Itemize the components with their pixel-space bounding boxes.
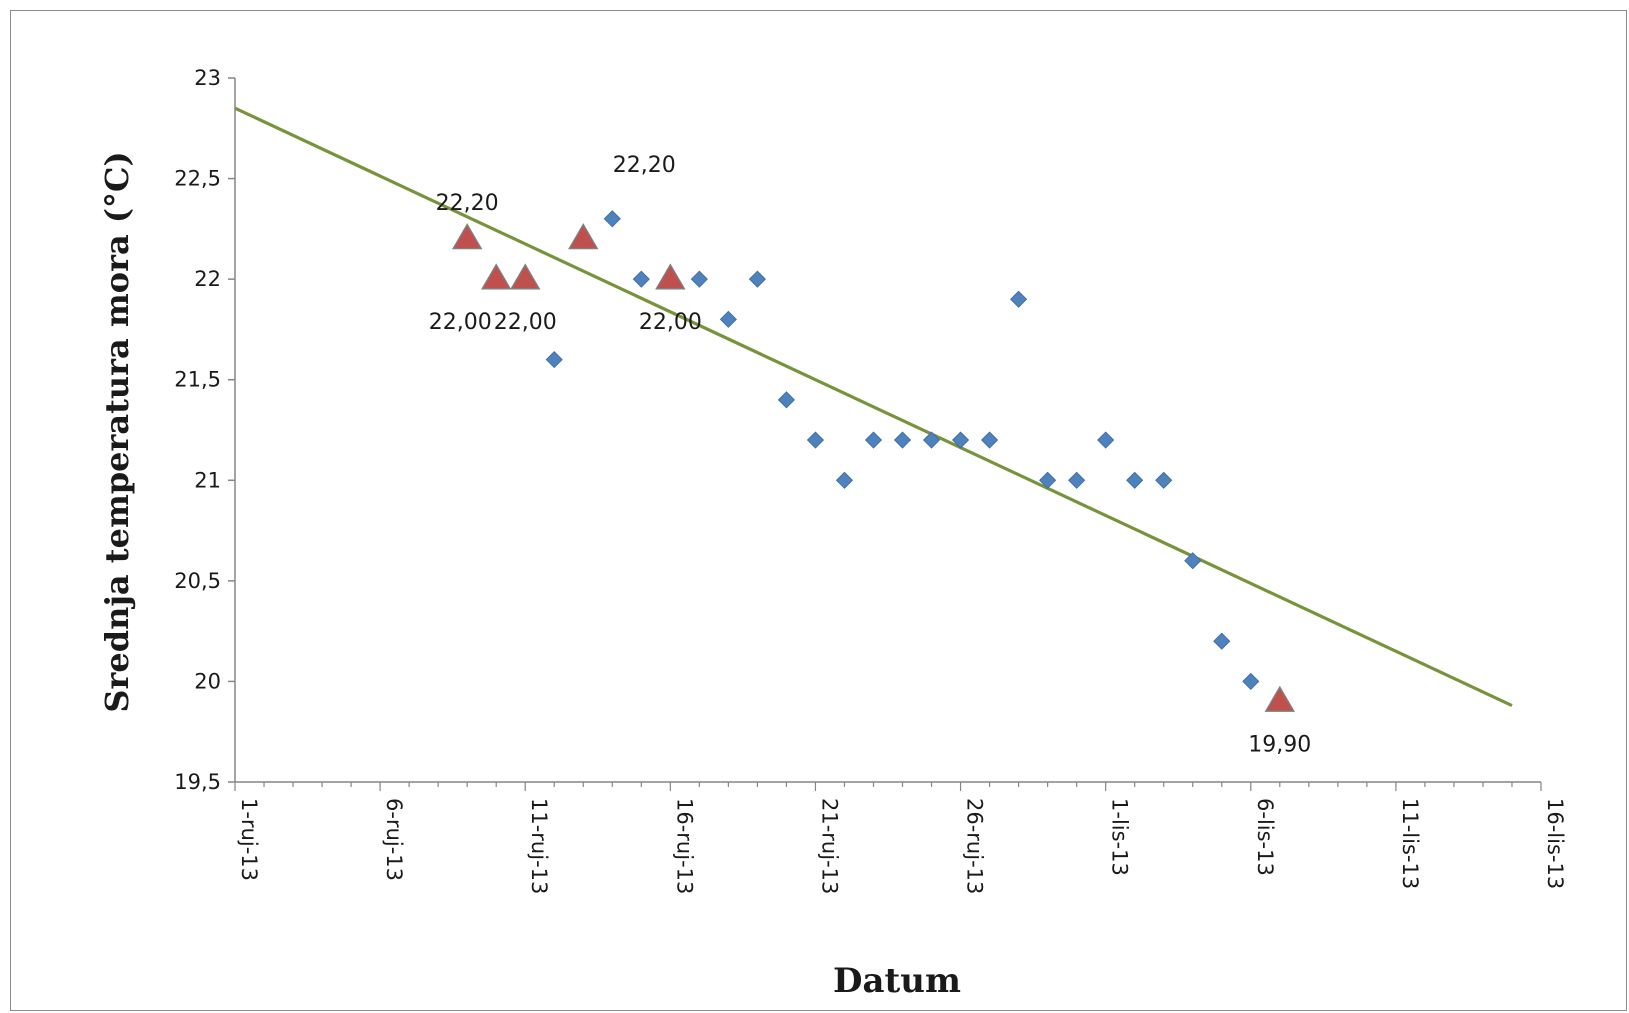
data-label: 22,00 xyxy=(494,310,557,335)
y-tick-label: 21 xyxy=(194,468,221,492)
y-tick-label: 20 xyxy=(194,669,221,693)
x-tick-label: 26-ruj-13 xyxy=(963,798,987,894)
triangle-point xyxy=(655,263,686,290)
y-tick-label: 21,5 xyxy=(174,368,221,392)
diamond-point xyxy=(1155,471,1173,489)
diamond-point xyxy=(981,431,999,449)
triangle-point xyxy=(568,223,599,250)
y-tick-label: 22 xyxy=(194,267,221,291)
x-tick-label: 16-lis-13 xyxy=(1543,798,1567,889)
diamond-point xyxy=(1097,431,1115,449)
diamond-point xyxy=(1010,290,1028,308)
diamond-point xyxy=(748,270,766,288)
diamond-point xyxy=(632,270,650,288)
x-tick-label: 1-lis-13 xyxy=(1108,798,1132,876)
diamond-point xyxy=(1068,471,1086,489)
data-label: 22,00 xyxy=(639,310,702,335)
points-layer xyxy=(451,210,1296,712)
x-tick-label: 11-ruj-13 xyxy=(527,798,551,894)
triangle-point xyxy=(1264,685,1296,712)
x-tick-label: 11-lis-13 xyxy=(1398,798,1422,889)
y-tick-label: 20,5 xyxy=(174,569,221,593)
diamond-point xyxy=(545,351,563,369)
data-label: 19,90 xyxy=(1248,733,1311,758)
x-tick-label: 6-ruj-13 xyxy=(382,798,406,881)
x-tick-label: 16-ruj-13 xyxy=(672,798,696,894)
x-tick-label: 6-lis-13 xyxy=(1253,798,1277,876)
triangle-point xyxy=(480,263,512,290)
x-tick-label: 21-ruj-13 xyxy=(817,798,841,894)
diamond-point xyxy=(922,431,941,449)
diamond-point xyxy=(1213,632,1231,650)
axes-layer: 23 22,5 22 21,5 21 20,5 20 19,5 1-ruj-13 6-ruj-13… xyxy=(174,66,1567,894)
data-label: 22,20 xyxy=(613,153,676,178)
diamond-point xyxy=(835,471,854,489)
y-tick-label: 22,5 xyxy=(174,167,221,191)
diamond-point xyxy=(719,310,737,328)
diamond-point xyxy=(690,270,708,288)
diamond-point xyxy=(864,431,883,449)
diamond-point xyxy=(806,431,825,449)
x-axis-title: Datum xyxy=(833,961,961,1001)
data-label: 22,00 xyxy=(429,310,492,335)
trendline-layer xyxy=(234,106,1513,708)
y-axis-title: Srednja temperatura mora (°C) xyxy=(98,151,136,712)
trendline xyxy=(234,106,1513,708)
y-tick-label: 23 xyxy=(194,66,221,90)
diamond-point xyxy=(893,431,912,449)
data-label: 22,20 xyxy=(436,191,499,216)
diamond-point xyxy=(1184,552,1202,570)
diamond-point xyxy=(777,391,795,409)
x-tick-label: 1-ruj-13 xyxy=(237,798,261,881)
diamond-point xyxy=(1039,471,1057,489)
diamond-point xyxy=(951,431,970,449)
chart-frame xyxy=(10,10,1627,1011)
triangle-point xyxy=(451,223,483,250)
y-tick-label: 19,5 xyxy=(174,770,221,794)
diamond-point xyxy=(1126,471,1144,489)
triangle-point xyxy=(510,263,541,290)
diamond-point xyxy=(603,210,621,228)
diamond-point xyxy=(1242,672,1260,690)
